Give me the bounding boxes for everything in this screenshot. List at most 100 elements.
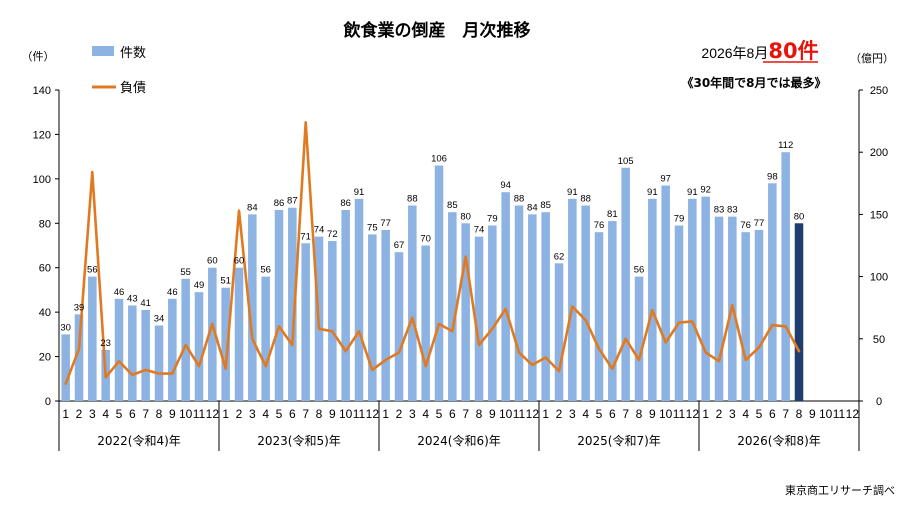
- debt-point: [624, 338, 627, 340]
- bar: [128, 305, 137, 401]
- bar-value-label: 91: [687, 187, 698, 198]
- month-tick-label: 1: [702, 407, 709, 421]
- month-tick-label: 1: [382, 407, 389, 421]
- debt-point: [478, 344, 480, 346]
- bar-value-label: 60: [207, 256, 218, 267]
- bar: [581, 205, 590, 401]
- bar: [514, 205, 524, 401]
- bar-value-label: 79: [674, 214, 685, 225]
- bar: [701, 196, 710, 401]
- bar: [341, 209, 350, 401]
- month-tick-label: 12: [686, 407, 700, 421]
- debt-point: [704, 351, 707, 354]
- bar: [794, 223, 804, 401]
- bar: [661, 185, 670, 401]
- debt-point: [571, 305, 574, 308]
- month-tick-label: 7: [462, 407, 469, 421]
- bar-value-label: 112: [778, 140, 793, 151]
- left-tick-label: 80: [39, 218, 51, 230]
- month-tick-label: 2: [396, 407, 403, 421]
- debt-point: [438, 323, 440, 325]
- month-tick-label: 11: [353, 407, 366, 421]
- year-label: 2022(令和4)年: [97, 433, 181, 448]
- bar: [474, 236, 484, 401]
- bar: [154, 325, 164, 401]
- bar: [328, 241, 337, 401]
- bar-value-label: 88: [580, 194, 591, 205]
- year-label: 2025(令和7)年: [577, 433, 661, 448]
- bar: [768, 183, 777, 401]
- debt-line: [64, 121, 801, 385]
- debt-point: [144, 369, 147, 371]
- debt-point: [518, 351, 520, 354]
- debt-point: [531, 364, 534, 366]
- month-tick-label: 3: [569, 407, 576, 421]
- bar-value-label: 87: [287, 196, 298, 207]
- bar: [381, 229, 390, 401]
- bar: [141, 309, 150, 401]
- right-axis-unit: （億円）: [850, 52, 894, 65]
- bar-value-label: 88: [407, 194, 418, 205]
- bar: [168, 298, 177, 401]
- bar: [554, 263, 564, 401]
- month-tick-label: 4: [262, 407, 269, 421]
- bar-value-label: 72: [327, 229, 338, 240]
- debt-point: [384, 359, 387, 361]
- debt-point: [678, 321, 680, 324]
- debt-point: [171, 372, 174, 375]
- month-tick-label: 5: [596, 407, 603, 421]
- bar-value-label: 83: [714, 205, 725, 216]
- bar-value-label: 91: [354, 187, 365, 198]
- bar: [248, 214, 257, 401]
- bar: [568, 198, 577, 401]
- month-tick-label: 7: [302, 407, 309, 421]
- month-tick-label: 2: [556, 407, 563, 421]
- month-tick-label: 8: [636, 407, 643, 421]
- bar-value-label: 85: [540, 200, 551, 211]
- bar-value-label: 43: [127, 293, 138, 304]
- bar: [674, 225, 684, 401]
- debt-point: [758, 346, 760, 349]
- bar-value-label: 34: [154, 313, 165, 324]
- month-tick-label: 7: [622, 407, 629, 421]
- left-tick-label: 0: [45, 396, 51, 408]
- debt-point: [291, 344, 294, 346]
- axes: 0 20 40 60 80 100 120 140 0 50 100 150 200 250: [33, 85, 889, 408]
- source-note: 東京商工リサーチ調べ: [785, 483, 895, 497]
- month-tick-label: 2: [76, 407, 83, 421]
- month-tick-label: 9: [169, 407, 176, 421]
- bar: [781, 152, 790, 401]
- bar-value-label: 67: [394, 240, 405, 251]
- debt-point: [398, 351, 400, 354]
- debt-point: [304, 121, 307, 124]
- right-tick-label: 150: [870, 209, 888, 221]
- debt-point: [584, 319, 587, 321]
- debt-point: [771, 324, 774, 326]
- debt-point: [451, 330, 454, 333]
- debt-point: [784, 325, 787, 328]
- bar: [594, 232, 604, 401]
- debt-point: [464, 255, 467, 258]
- bar: [61, 334, 70, 401]
- debt-point: [264, 365, 267, 367]
- bar-value-label: 91: [647, 187, 658, 198]
- left-axis-unit: （件）: [22, 50, 55, 63]
- bar: [354, 198, 364, 401]
- legend-line-label: 負債: [120, 81, 146, 96]
- bar: [501, 192, 510, 401]
- legend: 件数 負債: [92, 46, 146, 96]
- right-tick-label: 250: [870, 85, 888, 97]
- right-tick-label: 100: [870, 272, 888, 284]
- month-tick-label: 4: [742, 407, 749, 421]
- bar-value-label: 55: [180, 267, 191, 278]
- legend-bar-label: 件数: [120, 46, 146, 61]
- debt-point: [118, 360, 120, 362]
- debt-point: [211, 323, 214, 325]
- month-tick-label: 10: [179, 407, 193, 421]
- month-tick-label: 8: [156, 407, 163, 421]
- bar: [634, 276, 644, 401]
- bar: [648, 198, 657, 401]
- bar: [608, 221, 617, 401]
- bar-value-label: 77: [380, 218, 391, 229]
